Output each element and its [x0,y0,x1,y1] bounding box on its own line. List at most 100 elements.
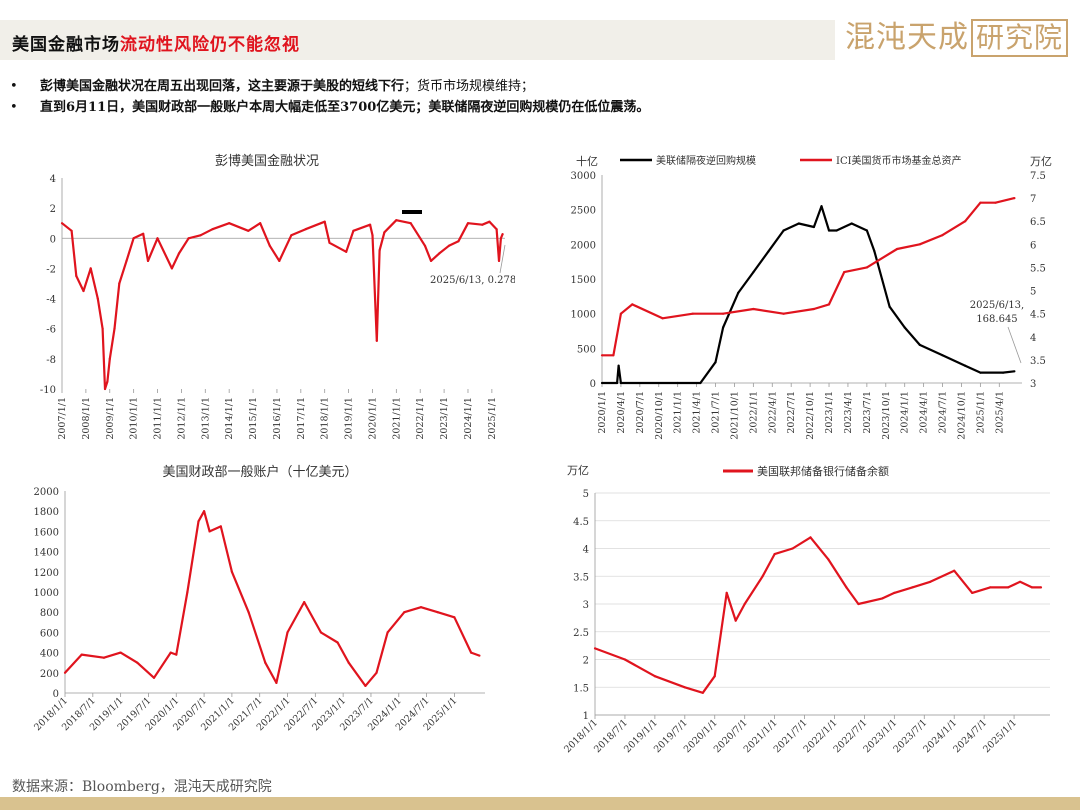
y-tick-label: -8 [46,355,56,366]
data-point [1030,586,1034,589]
data-point [259,222,262,225]
data-point [419,606,423,609]
data-point [63,671,67,674]
data-point [699,381,702,385]
chart-title: 美国财政部一般账户（十亿美元） [162,464,357,480]
x-tick-label: 2014/1/1 [224,397,235,440]
data-point [103,387,107,391]
data-point [918,343,921,346]
x-tick-label: 2025/1/1 [487,397,498,440]
data-point [773,553,776,556]
y-axis-right: 7.5 7 6.5 6 5.5 5 4.5 4 3.5 3 [1030,171,1046,390]
data-point [113,327,116,330]
data-point [612,354,615,357]
y-tick-label: 2 [583,656,589,667]
x-tick-label: 2007/1/1 [57,397,68,440]
data-point [247,229,250,232]
x-tick-label: 2017/1/1 [296,397,307,440]
x-tick-label: 2015/1/1 [248,397,259,440]
data-point [1013,197,1016,200]
data-point [108,357,111,360]
data-point [423,244,427,247]
data-point [827,303,831,306]
data-point [888,305,891,308]
y-tick-label: 1400 [34,548,59,559]
data-point [102,656,105,659]
grid [601,175,1022,384]
page-title: 美国金融市场流动性风险仍不能忽视 [12,30,300,55]
logo: 混沌天成 研究院 [845,12,1069,57]
reserve-balance-chart: 万亿 美国联邦储备银行储备余额 5 4.5 4 3.5 3 2.5 2 1.5 1 2018/1… [562,464,1050,755]
data-point [1002,371,1005,374]
rrp-mmf-chart: 十亿 万亿 美联储隔夜逆回购规模 ICI美国货币市场基金总资产 3000 2500… [571,154,1052,440]
data-point [701,691,704,694]
data-point [60,222,64,225]
y-tick-label-right: 4 [1030,333,1036,344]
y-tick-label: -4 [46,295,56,306]
y-tick-label: 500 [577,344,596,355]
data-point [369,223,372,226]
y-axis: 4 2 0 -2 -4 -6 -8 -10 [40,174,56,396]
data-point [228,222,231,225]
marker-bar [402,210,422,214]
tga-chart: 美国财政部一般账户（十亿美元） 200018001600140012001000… [32,464,485,733]
data-point [364,684,367,687]
data-point [737,291,740,294]
data-point [208,530,211,533]
bullet-symbol: • [10,79,18,94]
y-tick-label: 3 [583,600,589,611]
data-point [752,271,755,274]
x-axis: 2018/1/12018/7/12019/1/12019/7/12020/1/1… [32,693,460,733]
data-point [979,371,982,374]
y-tick-label: 0 [53,689,59,700]
data-point [286,631,289,634]
data-point [631,303,634,306]
data-point [186,590,189,594]
data-point [941,354,944,357]
y-tick-label: 600 [40,628,59,639]
y-tick-label: 1600 [34,527,59,538]
series-line [602,197,1015,357]
annotation-leader [499,244,506,274]
bullet-bold-text: 彭博美国金融状况在周五出现回落，这主要源于美股的短线下行 [40,79,405,94]
data-point [125,259,128,262]
y-tick-label: -2 [46,264,56,275]
y-tick-label: 0 [590,379,596,390]
data-point [994,201,997,204]
x-axis: 2020/1/1 2020/4/1 2020/7/1 2020/10/1 2021/1/… [597,383,1005,440]
data-point [865,229,868,232]
data-point [661,317,664,320]
data-point [303,601,306,604]
data-point [466,222,470,225]
data-point [1013,370,1016,373]
data-point [893,591,896,594]
data-point [600,381,604,385]
data-point [436,611,439,614]
data-point [119,651,122,654]
x-tick-label: 2011/1/1 [153,397,164,440]
y-tick-label-right: 6 [1030,240,1036,251]
data-point [336,641,339,644]
data-point [457,240,460,243]
data-point [743,602,746,606]
data-point [352,229,355,232]
data-point [782,312,785,315]
x-tick-label: 2013/1/1 [200,397,211,440]
y-tick-label-right: 7 [1030,194,1036,205]
y-tick-label: 3000 [571,171,596,182]
y-tick-label-right: 6.5 [1030,217,1046,228]
y-tick-label: 1200 [34,568,59,579]
x-tick-label: 2020/1/1 [367,397,378,440]
data-point [782,229,785,232]
data-point [691,312,694,315]
data-point [304,228,307,231]
data-point [1007,586,1010,589]
y-tick-label: 2000 [571,240,596,251]
series-lines [63,510,481,687]
x-tick-label: 2023/1/1 [824,391,835,434]
annotation-line2: 168.645 [976,314,1017,325]
data-point [843,271,846,274]
y-tick-label: 1000 [34,588,59,599]
y-tick-label: 0 [50,234,56,245]
data-point [964,220,967,223]
